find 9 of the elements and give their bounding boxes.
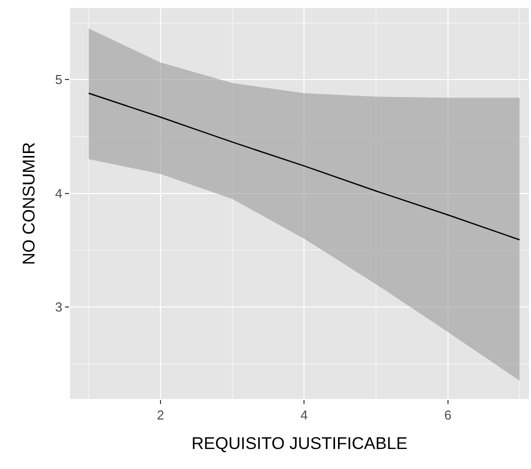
x-tick-label: 4 (300, 408, 308, 423)
x-tick-label: 6 (444, 408, 452, 423)
line-series (88, 92, 520, 240)
x-tick-label: 2 (156, 408, 164, 423)
y-tick-label: 5 (55, 72, 62, 88)
y-tick-label: 4 (55, 186, 62, 201)
y-axis-title: NO CONSUMIR (20, 142, 39, 265)
y-tick-label: 3 (55, 299, 62, 314)
x-axis-title: REQUISITO JUSTIFICABLE (191, 434, 408, 453)
